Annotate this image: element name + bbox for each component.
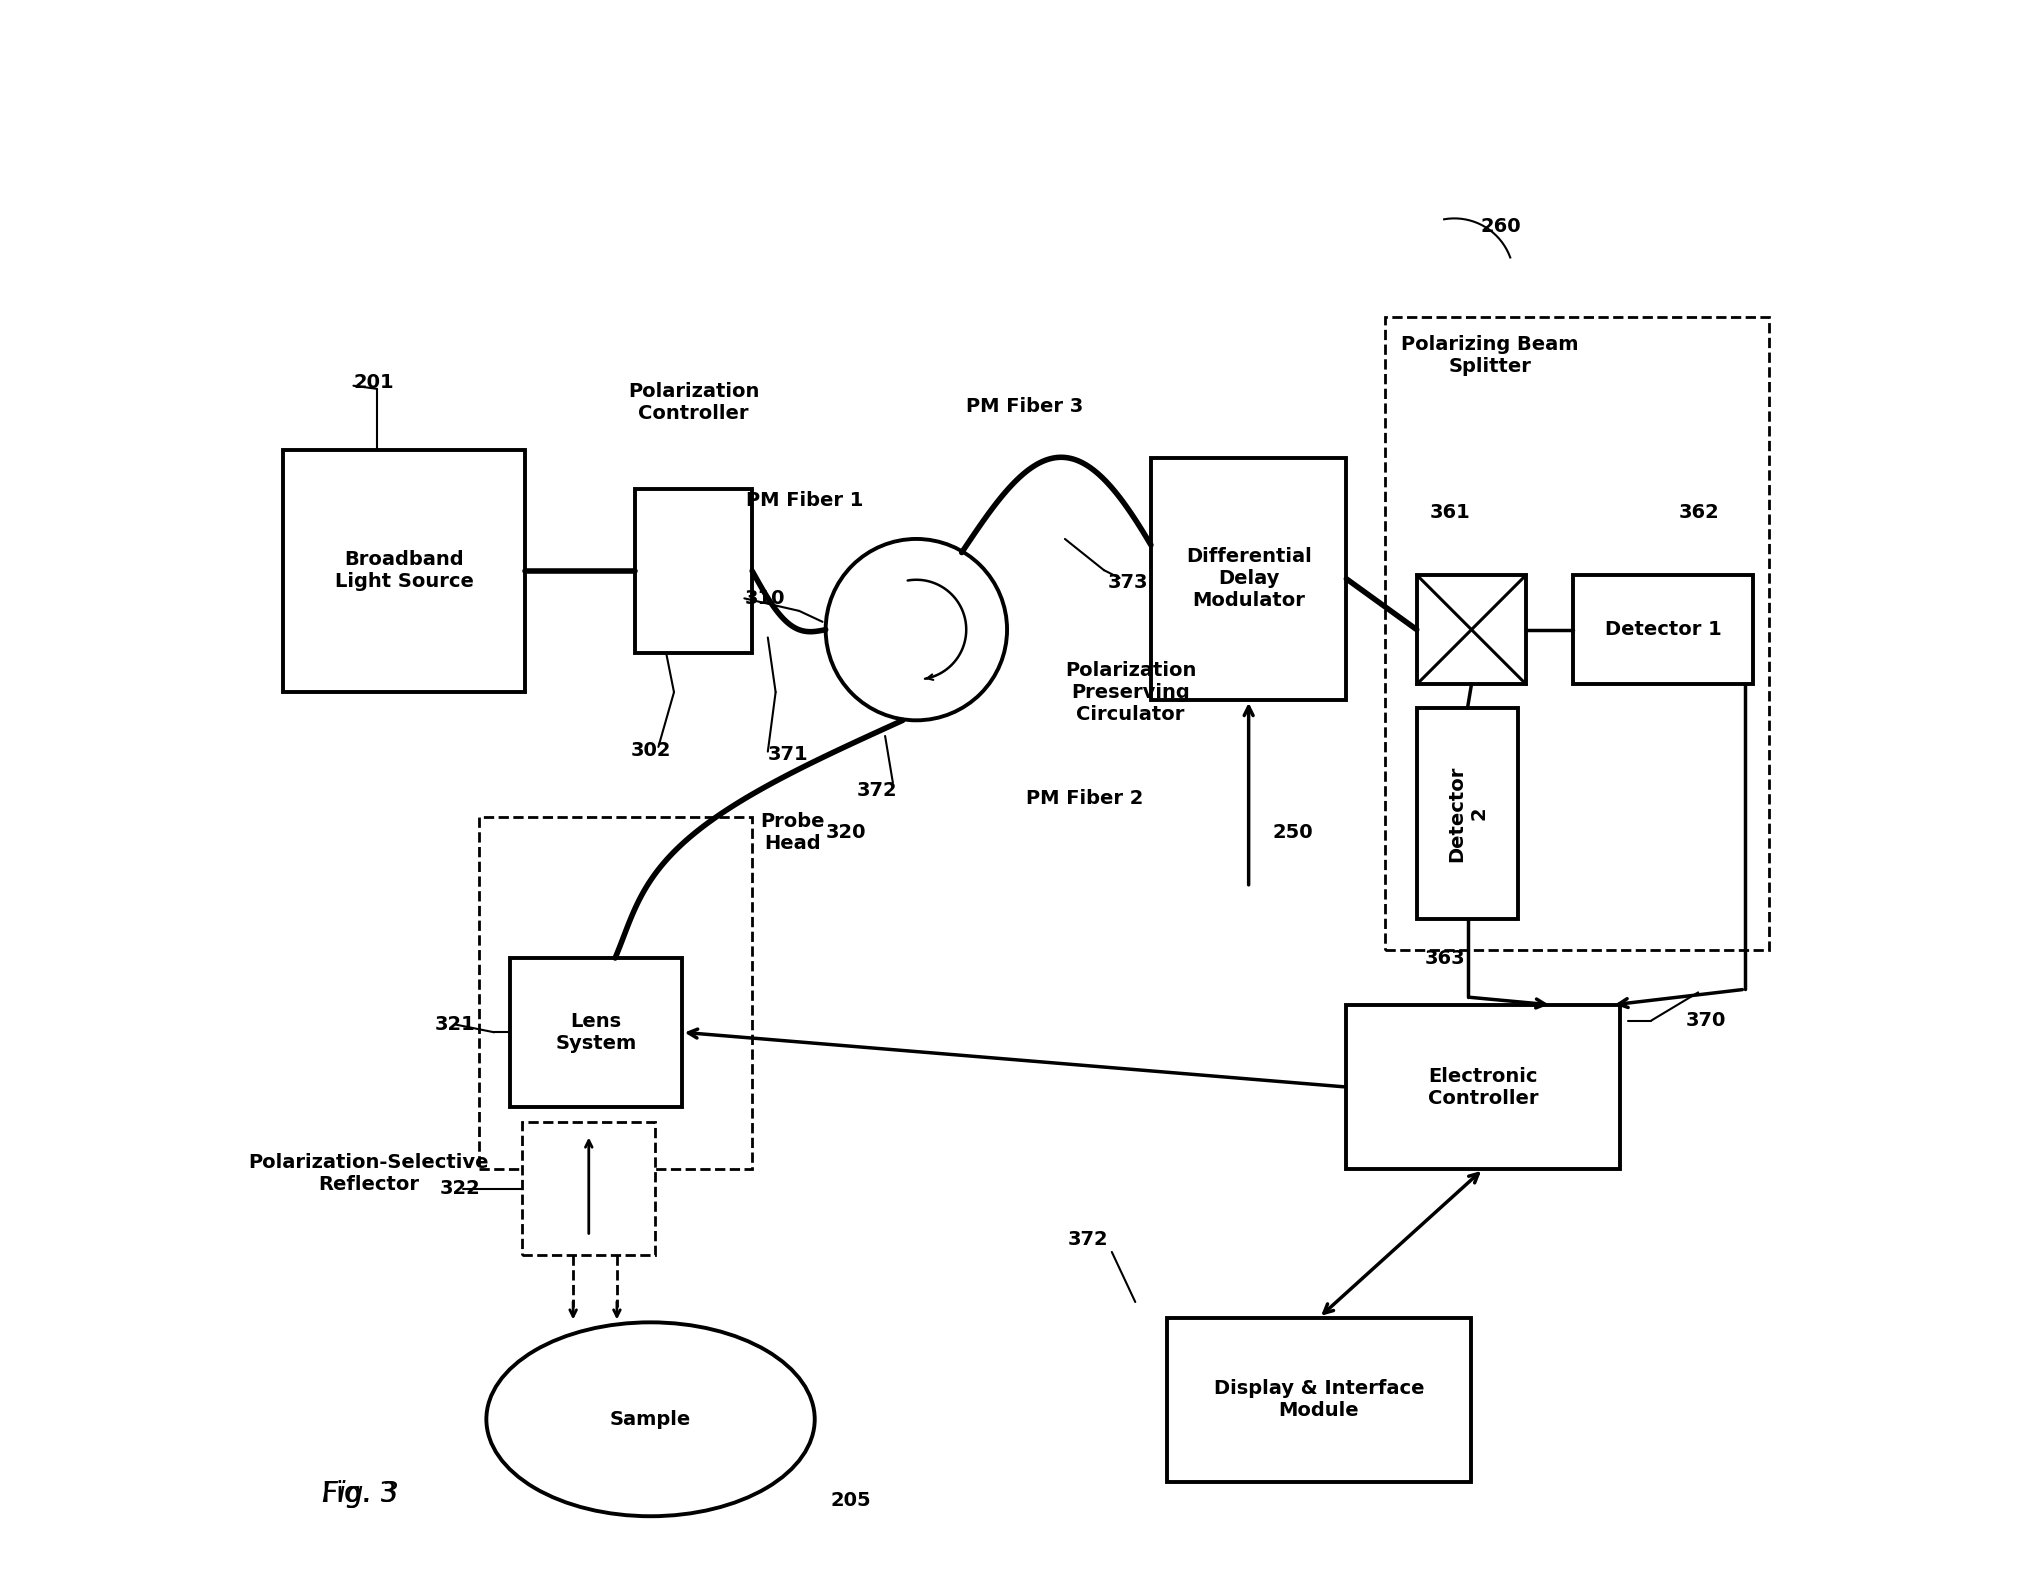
Text: 205: 205 (831, 1492, 871, 1511)
Text: Polarization
Controller: Polarization Controller (627, 382, 759, 423)
Text: Lens
System: Lens System (556, 1012, 637, 1053)
Text: 370: 370 (1686, 1011, 1727, 1030)
Text: Fig. 3: Fig. 3 (322, 1481, 397, 1509)
Text: PM Fiber 2: PM Fiber 2 (1026, 789, 1142, 808)
Text: 260: 260 (1480, 217, 1521, 236)
Text: Detector 1: Detector 1 (1604, 619, 1720, 640)
Text: Differential
Delay
Modulator: Differential Delay Modulator (1185, 547, 1311, 610)
Bar (1417, 575, 1527, 684)
Text: 363: 363 (1425, 948, 1466, 967)
Text: PM Fiber 3: PM Fiber 3 (967, 398, 1083, 417)
Bar (1346, 1005, 1621, 1170)
Bar (1384, 318, 1769, 949)
Bar (1574, 575, 1753, 684)
Text: 372: 372 (857, 781, 898, 800)
Text: Fig. 3: Fig. 3 (322, 1481, 399, 1509)
Bar (478, 817, 751, 1170)
Bar (523, 1122, 656, 1254)
Text: 322: 322 (440, 1179, 480, 1198)
Text: 321: 321 (436, 1016, 476, 1034)
Text: 361: 361 (1429, 503, 1470, 522)
Text: Probe
Head: Probe Head (759, 813, 825, 854)
Text: 362: 362 (1678, 503, 1718, 522)
Text: 372: 372 (1069, 1229, 1110, 1250)
Text: 310: 310 (745, 590, 784, 608)
Text: 320: 320 (827, 824, 865, 843)
Text: Display & Interface
Module: Display & Interface Module (1213, 1379, 1425, 1420)
Text: Sample: Sample (611, 1410, 690, 1429)
Bar (1417, 707, 1519, 920)
Text: 373: 373 (1108, 574, 1148, 593)
Text: Polarization
Preserving
Circulator: Polarization Preserving Circulator (1065, 660, 1197, 723)
Text: Polarizing Beam
Splitter: Polarizing Beam Splitter (1401, 335, 1578, 376)
Text: 201: 201 (354, 373, 395, 391)
Bar (509, 957, 682, 1107)
Bar (283, 450, 525, 692)
Bar (635, 489, 751, 652)
Text: Broadband
Light Source: Broadband Light Source (334, 550, 474, 591)
Text: 250: 250 (1272, 824, 1313, 843)
Text: 371: 371 (768, 745, 808, 764)
Text: PM Fiber 1: PM Fiber 1 (745, 490, 863, 511)
Bar (1167, 1317, 1472, 1482)
Text: Electronic
Controller: Electronic Controller (1427, 1066, 1539, 1108)
Text: Polarization-Selective
Reflector: Polarization-Selective Reflector (248, 1152, 489, 1193)
Text: Detector
2: Detector 2 (1448, 766, 1488, 861)
Text: 302: 302 (631, 740, 670, 759)
Bar (1150, 457, 1346, 700)
